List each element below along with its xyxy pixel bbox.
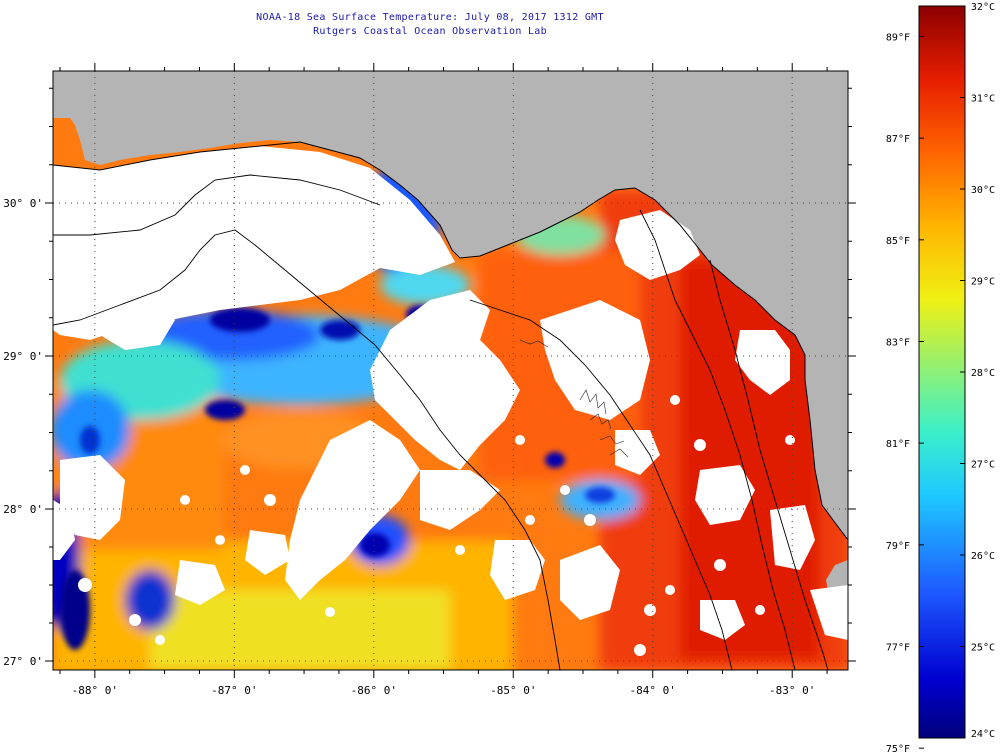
bathymetry-contours [53,174,829,670]
coastal-detail-marks [519,339,629,458]
map-plot-area [53,71,848,670]
latitude-labels: 30° 0' 29° 0' 28° 0' 27° 0' [3,197,43,668]
celsius-tick-label: 25°C [971,643,995,654]
celsius-tick-label: 30°C [971,185,995,196]
graticule [53,71,848,670]
lon-tick-label: -87° 0' [211,684,257,697]
lat-tick-label: 27° 0' [3,655,43,668]
axis-ticks [45,63,856,678]
celsius-tick-label: 32°C [971,2,995,13]
celsius-tick-label: 29°C [971,277,995,288]
fahrenheit-tick-label: 77°F [886,643,910,654]
cloud-cover [53,146,848,656]
fahrenheit-tick-label: 81°F [886,439,910,450]
lon-tick-label: -88° 0' [72,684,118,697]
land-mass [53,71,848,540]
fahrenheit-tick-label: 79°F [886,541,910,552]
fahrenheit-tick-label: 89°F [886,33,910,44]
plot-frame [52,70,849,671]
coastline [53,141,848,541]
lon-tick-label: -83° 0' [769,684,815,697]
colorbar: 32°C 31°C 30°C 29°C 28°C 27°C 26°C 25°C 24°C 89°… [886,2,995,754]
celsius-tick-label: 28°C [971,368,995,379]
celsius-tick-label: 27°C [971,460,995,471]
colorbar-fahrenheit-ticks: 89°F 87°F 85°F 83°F 81°F 79°F 77°F 75°F [886,33,924,754]
fahrenheit-tick-label: 87°F [886,134,910,145]
map-subtitle: Rutgers Coastal Ocean Observation Lab [313,26,547,37]
longitude-labels: -88° 0' -87° 0' -86° 0' -85° 0' -84° 0' -83° … [72,684,816,697]
lat-tick-label: 29° 0' [3,350,43,363]
fahrenheit-tick-label: 83°F [886,338,910,349]
map-title: NOAA-18 Sea Surface Temperature: July 08… [256,12,604,23]
lon-tick-label: -86° 0' [351,684,397,697]
celsius-tick-label: 24°C [971,729,995,740]
fahrenheit-tick-label: 75°F [886,744,910,754]
celsius-tick-label: 31°C [971,94,995,105]
lat-tick-label: 28° 0' [3,503,43,516]
celsius-tick-label: 26°C [971,551,995,562]
lon-tick-label: -84° 0' [630,684,676,697]
colorbar-gradient [918,5,966,739]
fahrenheit-tick-label: 85°F [886,236,910,247]
lon-tick-label: -85° 0' [490,684,536,697]
lat-tick-label: 30° 0' [3,197,43,210]
colorbar-celsius-ticks: 32°C 31°C 30°C 29°C 28°C 27°C 26°C 25°C 24°C [960,2,995,740]
